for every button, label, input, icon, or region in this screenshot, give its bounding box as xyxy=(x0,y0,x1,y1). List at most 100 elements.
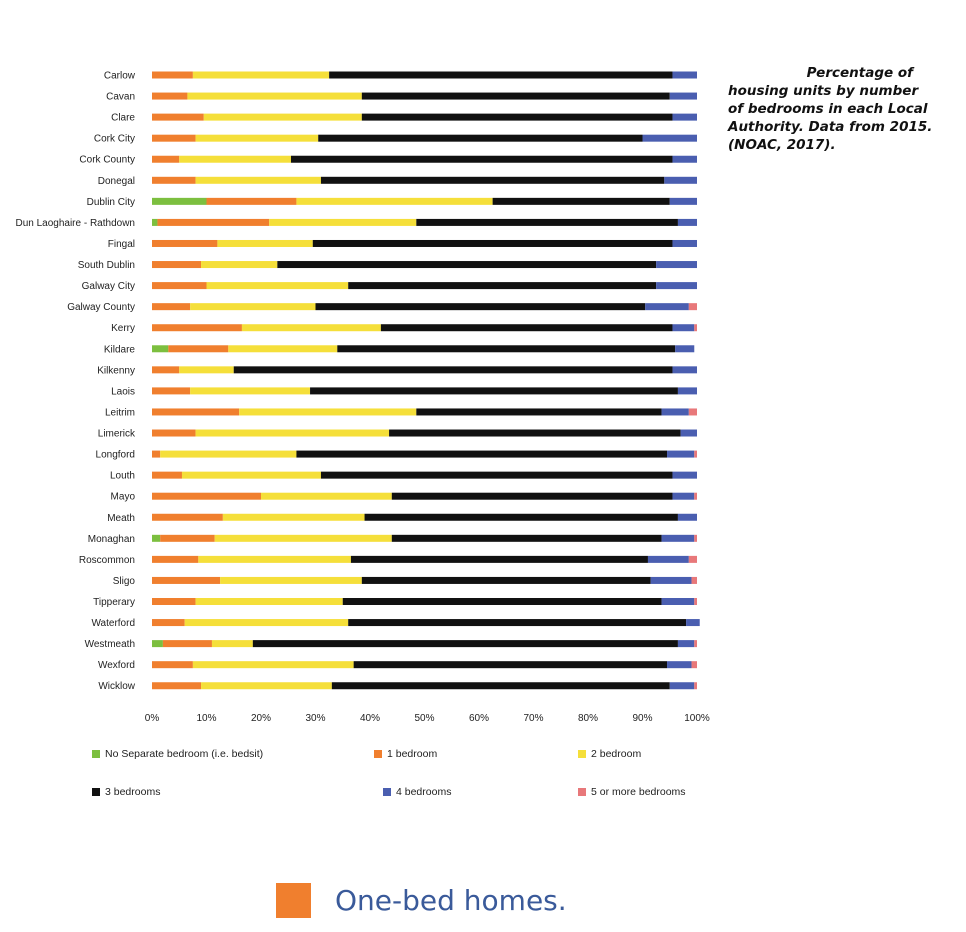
category-label: Donegal xyxy=(98,176,135,187)
bar-segment xyxy=(672,155,697,163)
bar-segment xyxy=(694,598,697,605)
category-labels: Carlow Cavan Clare Cork City Cork County Done… xyxy=(15,71,136,693)
category-label: Louth xyxy=(110,471,135,482)
bar-segment xyxy=(361,576,651,584)
bar-segment xyxy=(206,282,349,290)
bar-segment xyxy=(672,239,697,247)
bar-segment xyxy=(152,661,193,669)
bar-segment xyxy=(672,471,697,479)
bar-segment xyxy=(661,598,695,605)
bar-segment xyxy=(201,261,278,269)
category-label: Roscommon xyxy=(79,555,135,566)
bar-segment xyxy=(672,113,697,121)
x-tick-label: 0% xyxy=(145,713,160,724)
bar-segment xyxy=(361,113,673,121)
x-tick-label: 60% xyxy=(469,713,489,724)
bar-segment xyxy=(364,513,678,521)
legend-swatch xyxy=(374,750,382,758)
bar-segment xyxy=(645,303,689,311)
bar-segment xyxy=(195,134,319,142)
category-label: Cork City xyxy=(94,134,135,145)
category-label: Monaghan xyxy=(88,534,135,545)
bar-segment xyxy=(642,134,697,142)
category-label: Wicklow xyxy=(98,681,135,692)
bar-segment xyxy=(252,640,678,648)
bar-segment xyxy=(195,429,390,437)
bar-segment xyxy=(318,134,643,142)
bar-segment xyxy=(647,555,689,563)
category-label: Sligo xyxy=(113,576,136,587)
x-tick-label: 80% xyxy=(578,713,598,724)
bar-segment xyxy=(152,176,196,184)
bar-segment xyxy=(348,282,657,290)
category-label: Clare xyxy=(111,113,135,124)
bar-segment xyxy=(694,640,697,648)
legend-label: 3 bedrooms xyxy=(105,786,161,798)
bar-segment xyxy=(152,92,188,100)
category-label: South Dublin xyxy=(78,260,135,271)
bar-segment xyxy=(688,408,697,416)
category-label: Tipperary xyxy=(93,597,135,608)
bar-segment xyxy=(152,619,185,627)
bar-segment xyxy=(152,598,196,605)
bar-segment xyxy=(184,619,349,627)
bar-segment xyxy=(192,661,354,669)
bar-segment xyxy=(152,303,191,311)
bar-segment xyxy=(389,429,681,437)
bar-segment xyxy=(201,682,332,690)
bar-segment xyxy=(152,366,180,374)
x-tick-label: 50% xyxy=(414,713,434,724)
title-line-5: (NOAC, 2017). xyxy=(728,137,836,153)
bar-segment xyxy=(190,303,316,311)
x-tick-label: 90% xyxy=(632,713,652,724)
bar-segment xyxy=(152,324,242,332)
bar-segment xyxy=(152,640,163,648)
title-line-3: of bedrooms in each Local xyxy=(728,101,928,117)
bar-segment xyxy=(688,555,697,563)
bar-segment xyxy=(691,661,697,669)
legend-item-4-bedrooms: 4 bedrooms xyxy=(383,786,451,798)
title-line-2: housing units by number xyxy=(728,83,919,99)
bar-segment xyxy=(667,450,695,458)
bar-segment xyxy=(416,408,662,416)
bar-segment xyxy=(672,324,695,332)
bar-segment xyxy=(320,176,665,184)
bar-segment xyxy=(214,534,392,542)
bar-segment xyxy=(261,492,392,500)
legend-label: 5 or more bedrooms xyxy=(591,786,686,798)
category-label: Kildare xyxy=(104,344,136,355)
bar-segment xyxy=(315,303,646,311)
bar-segment xyxy=(380,324,673,332)
bar-segment xyxy=(222,513,365,521)
bar-segment xyxy=(152,155,180,163)
bar-segment xyxy=(195,176,321,184)
bar-segment xyxy=(157,218,270,226)
bar-segment xyxy=(220,576,362,584)
bar-segment xyxy=(391,534,662,542)
bar-segment xyxy=(342,598,662,605)
bar-segment xyxy=(677,640,695,648)
bar-segment xyxy=(181,471,321,479)
category-label: Longford xyxy=(96,450,135,461)
bar-segment xyxy=(677,387,697,395)
category-label: Westmeath xyxy=(85,639,135,650)
bar-segment xyxy=(416,218,678,226)
bar-segment xyxy=(152,71,193,79)
legend-swatch xyxy=(92,750,100,758)
category-label: Cavan xyxy=(106,92,135,103)
bar-segment xyxy=(152,282,207,290)
bar-segment xyxy=(296,450,668,458)
bar-segment xyxy=(361,92,670,100)
bar-segment xyxy=(179,366,234,374)
bar-segment xyxy=(675,345,695,353)
category-label: Cork County xyxy=(79,155,135,166)
category-label: Galway County xyxy=(67,302,135,313)
category-label: Dublin City xyxy=(87,197,135,208)
bar-segment xyxy=(677,218,697,226)
bar-segment xyxy=(688,303,697,311)
bar-segment xyxy=(656,282,697,290)
bar-segment xyxy=(677,513,697,521)
title-line-4: Authority. Data from 2015. xyxy=(728,119,933,135)
bar-segment xyxy=(353,661,668,669)
bar-segment xyxy=(669,197,697,205)
